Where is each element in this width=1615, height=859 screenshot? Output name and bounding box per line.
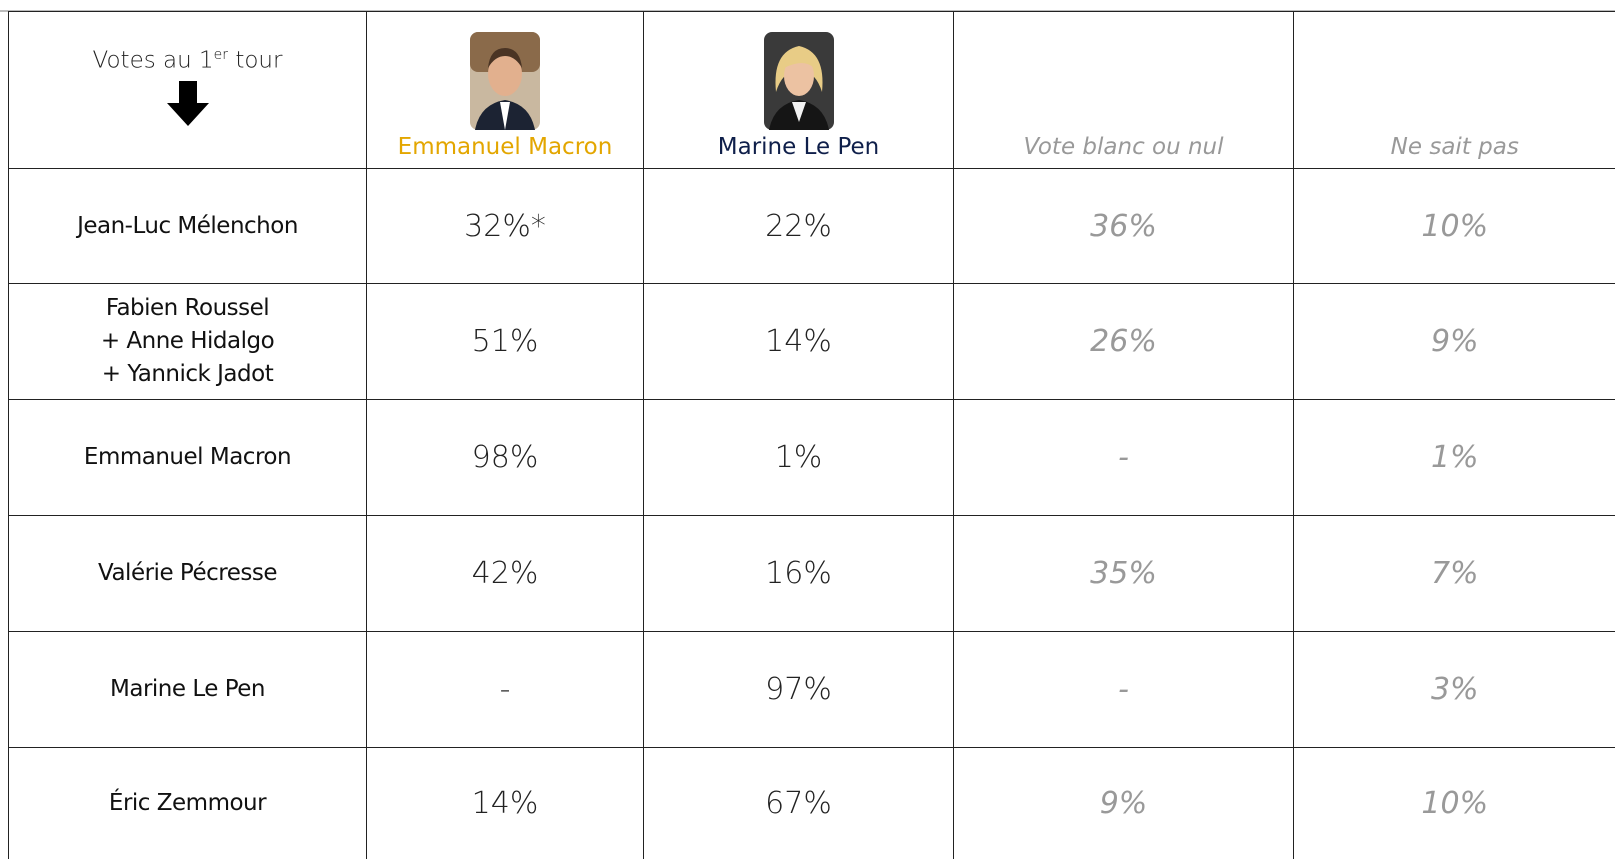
cell-value: 10%	[1421, 786, 1488, 821]
cell-value: 51%	[472, 324, 539, 359]
value-cell: 1%	[1294, 400, 1615, 516]
cell-value: 42%	[472, 556, 539, 591]
value-cell: -	[954, 632, 1294, 748]
value-cell: 51%	[367, 284, 644, 400]
value-cell: 22%	[644, 169, 954, 284]
row-label: Fabien Roussel	[9, 292, 366, 325]
value-cell: 32%*	[367, 169, 644, 284]
cell-value: -	[1118, 440, 1129, 475]
cell-value: -	[1118, 672, 1129, 707]
row-label-cell: Valérie Pécresse	[9, 516, 367, 632]
row-label-cell: Jean-Luc Mélenchon	[9, 169, 367, 284]
value-cell: 98%	[367, 400, 644, 516]
down-arrow	[166, 81, 210, 127]
table-row: Jean-Luc Mélenchon 32%* 22% 36% 10%	[9, 169, 1615, 284]
value-cell: 16%	[644, 516, 954, 632]
row-label-cell: Fabien Roussel+ Anne Hidalgo+ Yannick Ja…	[9, 284, 367, 400]
value-cell: 67%	[644, 748, 954, 859]
stub-sup: er	[214, 47, 228, 63]
stub-text-end: tour	[228, 47, 282, 73]
cell-value: 26%	[1090, 324, 1157, 359]
column-header: Emmanuel Macron	[367, 134, 643, 160]
cell-value: 3%	[1431, 672, 1479, 707]
row-label: Éric Zemmour	[9, 787, 366, 820]
row-label: Marine Le Pen	[9, 673, 366, 706]
column-header: Marine Le Pen	[644, 134, 953, 160]
cell-value: 67%	[765, 786, 832, 821]
row-label: Jean-Luc Mélenchon	[9, 210, 366, 243]
cell-value: 1%	[775, 440, 823, 475]
header-row: Votes au 1er tour Emmanuel Macron	[9, 12, 1615, 169]
header-cell: Vote blanc ou nul	[954, 12, 1294, 169]
table-row: Marine Le Pen - 97% - 3%	[9, 632, 1615, 748]
row-label: Valérie Pécresse	[9, 557, 366, 590]
value-cell: 10%	[1294, 169, 1615, 284]
cell-value: 1%	[1431, 440, 1479, 475]
row-label-cell: Marine Le Pen	[9, 632, 367, 748]
row-label-cell: Emmanuel Macron	[9, 400, 367, 516]
value-cell: 35%	[954, 516, 1294, 632]
stub-cell: Votes au 1er tour	[9, 12, 367, 169]
value-cell: 9%	[1294, 284, 1615, 400]
candidate-photo	[764, 32, 834, 130]
row-label: + Yannick Jadot	[9, 358, 366, 391]
header-cell: Marine Le Pen	[644, 12, 954, 169]
cell-value: 98%	[472, 440, 539, 475]
table-body: Votes au 1er tour Emmanuel Macron	[9, 12, 1615, 859]
cell-value: 14%	[472, 786, 539, 821]
stub-text-main: Votes au 1	[93, 47, 214, 73]
cell-value: 97%	[765, 672, 832, 707]
candidate-photo	[470, 32, 540, 130]
value-cell: 14%	[367, 748, 644, 859]
value-cell: 1%	[644, 400, 954, 516]
value-cell: 97%	[644, 632, 954, 748]
cell-value: 9%	[1431, 324, 1479, 359]
cell-value: 10%	[1421, 209, 1488, 244]
row-label-cell: Éric Zemmour	[9, 748, 367, 859]
cell-value: 14%	[765, 324, 832, 359]
cell-value: 9%	[1100, 786, 1148, 821]
value-cell: 7%	[1294, 516, 1615, 632]
table-row: Éric Zemmour 14% 67% 9% 10%	[9, 748, 1615, 859]
cell-value: 16%	[765, 556, 832, 591]
value-cell: -	[954, 400, 1294, 516]
vote-table: Votes au 1er tour Emmanuel Macron	[8, 11, 1615, 859]
cell-value: 35%	[1090, 556, 1157, 591]
value-cell: -	[367, 632, 644, 748]
table-row: Valérie Pécresse 42% 16% 35% 7%	[9, 516, 1615, 632]
table-row: Emmanuel Macron 98% 1% - 1%	[9, 400, 1615, 516]
value-cell: 9%	[954, 748, 1294, 859]
cell-value: 32%*	[464, 209, 546, 244]
header-cell: Ne sait pas	[1294, 12, 1615, 169]
value-cell: 14%	[644, 284, 954, 400]
table-row: Fabien Roussel+ Anne Hidalgo+ Yannick Ja…	[9, 284, 1615, 400]
cell-value: 7%	[1431, 556, 1479, 591]
value-cell: 10%	[1294, 748, 1615, 859]
value-cell: 26%	[954, 284, 1294, 400]
value-cell: 36%	[954, 169, 1294, 284]
row-label: Emmanuel Macron	[9, 441, 366, 474]
header-cell: Emmanuel Macron	[367, 12, 644, 169]
cell-value: -	[500, 672, 511, 707]
page: Votes au 1er tour Emmanuel Macron	[0, 0, 1615, 852]
value-cell: 42%	[367, 516, 644, 632]
value-cell: 3%	[1294, 632, 1615, 748]
cell-value: 22%	[765, 209, 832, 244]
column-header: Ne sait pas	[1294, 134, 1615, 160]
stub-text: Votes au 1er tour	[9, 47, 366, 74]
row-label: + Anne Hidalgo	[9, 325, 366, 358]
column-header: Vote blanc ou nul	[954, 134, 1293, 160]
cell-value: 36%	[1090, 209, 1157, 244]
